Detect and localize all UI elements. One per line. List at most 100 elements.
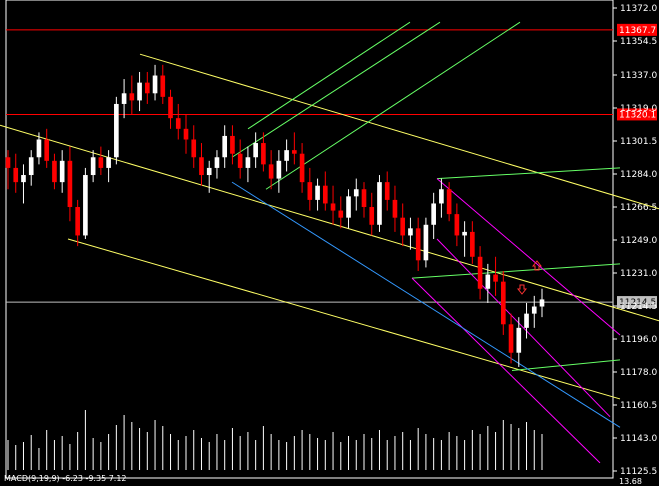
candle-body: [214, 157, 220, 168]
candle-body: [284, 150, 289, 161]
candle-body: [230, 135, 235, 154]
y-tick-label: 11160.5: [620, 401, 657, 411]
candle-body: [462, 231, 467, 236]
candle-body: [415, 228, 421, 261]
candle-body: [28, 157, 34, 176]
candle-body: [539, 299, 545, 307]
y-tick-label: 11301.5: [620, 137, 657, 147]
y-tick-label: 11231.0: [620, 269, 657, 279]
candle-body: [137, 82, 142, 101]
level-tag: [617, 23, 657, 36]
candle-body: [114, 103, 119, 158]
down-arrow-icon: [516, 284, 528, 295]
trend-line: [67, 238, 621, 400]
y-tick-label: 11214.5: [620, 302, 657, 312]
y-tick-label: 11372.0: [620, 4, 657, 14]
candle-body: [454, 214, 460, 236]
candle-body: [206, 167, 212, 176]
candle-body: [245, 157, 251, 168]
trend-line: [511, 359, 621, 371]
candle-body: [346, 196, 351, 218]
candle-body: [500, 281, 506, 325]
candle-body: [253, 143, 258, 158]
candle-body: [470, 231, 475, 257]
trend-line: [139, 53, 659, 210]
volume-last-label: 13.68: [619, 477, 642, 486]
candle-body: [516, 327, 522, 353]
candle-body: [5, 157, 11, 168]
candle-body: [276, 160, 282, 179]
trend-line: [231, 181, 621, 428]
candle-body: [44, 139, 50, 161]
y-tick-label: 11178.0: [620, 368, 657, 378]
candle-body: [36, 139, 42, 158]
candle-body: [98, 157, 104, 168]
candle-body: [307, 182, 313, 200]
candle-body: [75, 207, 80, 236]
y-tick-label: 11196.0: [620, 335, 657, 345]
candle-body: [353, 189, 359, 197]
candle-body: [183, 128, 189, 140]
trend-line: [265, 21, 521, 190]
level-label: 11214.5: [619, 298, 656, 308]
y-tick-label: 11143.0: [620, 434, 657, 444]
y-tick-label: 11266.5: [620, 203, 657, 213]
candle-body: [361, 189, 367, 208]
y-tick-label: 11319.0: [620, 104, 657, 114]
candle-body: [423, 224, 429, 261]
level-tag: [617, 296, 657, 309]
trend-line: [0, 124, 659, 322]
candle-body: [400, 217, 406, 236]
trend-line: [231, 21, 441, 158]
trend-line: [436, 238, 611, 418]
y-tick-label: 11125.5: [620, 467, 657, 477]
candle-body: [152, 75, 158, 94]
trend-line: [436, 167, 621, 180]
candle-body: [261, 143, 266, 165]
candle-body: [431, 203, 436, 225]
indicator-label: MACD(9,19,9) -6.23 -9.35 7.12: [4, 474, 127, 483]
candle-body: [144, 82, 150, 94]
candle-body: [299, 153, 305, 183]
candle-body: [106, 157, 111, 168]
candle-body: [21, 175, 26, 183]
candle-body: [531, 306, 537, 314]
candle-body: [90, 157, 96, 176]
candle-body: [191, 139, 197, 158]
candle-body: [13, 167, 19, 183]
candle-body: [292, 150, 297, 154]
candle-body: [83, 175, 88, 236]
y-tick-label: 11249.0: [620, 236, 657, 246]
candle-body: [508, 324, 514, 353]
candle-body: [121, 93, 127, 104]
candle-body: [160, 75, 166, 97]
level-label: 11320.1: [619, 110, 656, 120]
level-label: 11367.7: [619, 26, 656, 36]
up-arrow-icon: [531, 260, 543, 271]
candle-body: [237, 153, 243, 168]
candle-body: [52, 160, 57, 183]
candle-body: [338, 210, 344, 218]
candle-body: [384, 182, 390, 200]
y-tick-label: 11354.5: [620, 37, 657, 47]
trend-line: [411, 263, 621, 279]
candle-body: [222, 135, 228, 158]
candle-body: [524, 313, 529, 328]
candle-body: [315, 185, 320, 200]
y-tick-label: 11337.0: [620, 71, 657, 81]
plot-frame: [5, 0, 614, 479]
candle-body: [446, 189, 452, 215]
candle-body: [168, 96, 173, 119]
candle-body: [439, 189, 444, 204]
y-tick-label: 11284.0: [620, 170, 657, 180]
candle-body: [199, 157, 204, 176]
candle-body: [377, 182, 382, 225]
candle-body: [67, 160, 73, 208]
candle-body: [369, 207, 375, 225]
candle-body: [175, 118, 181, 129]
candle-body: [477, 256, 483, 289]
candle-body: [485, 274, 491, 289]
candle-body: [59, 160, 65, 183]
candle-body: [129, 93, 135, 101]
